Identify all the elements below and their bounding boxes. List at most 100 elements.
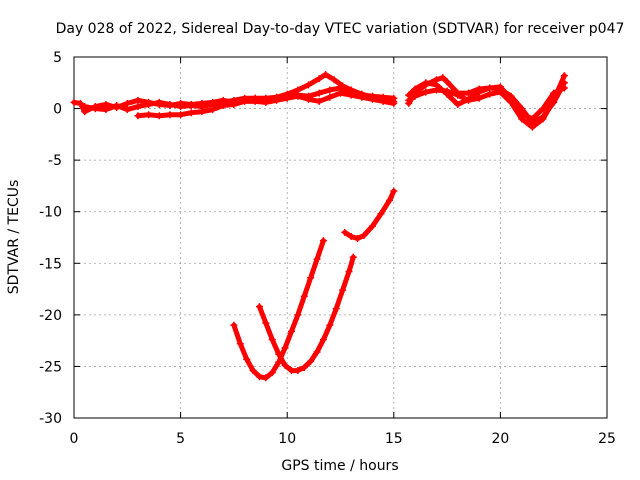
data-point bbox=[322, 71, 330, 79]
x-tick-label: 5 bbox=[176, 431, 185, 447]
data-point bbox=[177, 111, 185, 119]
data-point bbox=[134, 96, 142, 104]
y-tick-label: -15 bbox=[39, 256, 62, 272]
y-tick-label: 5 bbox=[53, 50, 62, 66]
data-point bbox=[166, 111, 174, 119]
data-point bbox=[300, 363, 308, 371]
data-point bbox=[198, 108, 206, 116]
data-point bbox=[386, 196, 394, 204]
y-tick-label: -10 bbox=[39, 205, 62, 221]
data-point bbox=[313, 255, 321, 263]
x-tick-label: 0 bbox=[70, 431, 79, 447]
data-point bbox=[330, 76, 338, 84]
data-point bbox=[251, 97, 259, 105]
data-point bbox=[255, 303, 263, 311]
data-point bbox=[262, 319, 270, 327]
data-point bbox=[315, 89, 323, 97]
data-point bbox=[390, 187, 398, 195]
data-point bbox=[443, 78, 451, 86]
data-point bbox=[539, 115, 547, 123]
data-point bbox=[326, 321, 334, 329]
data-point bbox=[475, 94, 483, 102]
data-point bbox=[454, 91, 462, 99]
data-point bbox=[102, 106, 110, 114]
series-trace bbox=[257, 254, 356, 374]
data-point bbox=[341, 228, 349, 236]
series-dip-2 bbox=[255, 253, 357, 375]
data-series bbox=[70, 71, 568, 382]
x-tick-label: 10 bbox=[278, 431, 296, 447]
data-point bbox=[486, 84, 494, 92]
y-tick-labels: 5 0 -5 -10 -15 -20 -25 -30 bbox=[39, 50, 62, 427]
data-point bbox=[496, 83, 504, 91]
data-point bbox=[347, 232, 355, 240]
data-point bbox=[81, 103, 89, 111]
data-point bbox=[236, 340, 244, 348]
data-point bbox=[249, 367, 257, 375]
data-point bbox=[337, 89, 344, 97]
data-point bbox=[550, 89, 558, 97]
plot-frame bbox=[73, 56, 608, 419]
data-point bbox=[528, 123, 536, 131]
data-point bbox=[411, 92, 419, 100]
data-point bbox=[377, 210, 385, 218]
data-point bbox=[268, 369, 276, 377]
chart-title: Day 028 of 2022, Sidereal Day-to-day VTE… bbox=[56, 21, 625, 37]
data-point bbox=[326, 93, 334, 101]
data-point bbox=[134, 103, 142, 111]
data-point bbox=[305, 95, 313, 103]
data-point bbox=[300, 292, 308, 300]
data-point bbox=[475, 88, 483, 96]
data-point bbox=[390, 99, 398, 107]
axis-ticks bbox=[73, 56, 608, 419]
data-point bbox=[319, 237, 327, 245]
series-dip-1 bbox=[230, 237, 327, 382]
series-trace bbox=[342, 188, 397, 241]
x-tick-labels: 0 5 10 15 20 25 bbox=[70, 431, 616, 447]
data-point bbox=[230, 321, 238, 329]
data-point bbox=[241, 97, 249, 105]
data-point bbox=[155, 112, 163, 120]
y-tick-label: 0 bbox=[53, 102, 62, 118]
data-point bbox=[305, 81, 313, 89]
data-point bbox=[307, 357, 315, 365]
data-point bbox=[518, 110, 526, 118]
y-tick-label: -5 bbox=[48, 153, 62, 169]
data-point bbox=[439, 74, 447, 82]
data-point bbox=[262, 98, 270, 106]
series-trace bbox=[82, 85, 397, 113]
data-point bbox=[123, 106, 131, 114]
data-point bbox=[283, 94, 291, 102]
data-point bbox=[422, 79, 430, 87]
data-point bbox=[345, 268, 353, 276]
data-point bbox=[560, 72, 568, 80]
data-point bbox=[315, 75, 323, 83]
data-point bbox=[262, 374, 270, 382]
data-point bbox=[294, 367, 302, 375]
series-near-zero-3 bbox=[134, 89, 398, 120]
data-point bbox=[187, 109, 195, 117]
data-point bbox=[76, 99, 84, 107]
data-point bbox=[368, 222, 376, 230]
data-point bbox=[358, 93, 366, 101]
data-point bbox=[422, 88, 430, 96]
gridlines bbox=[74, 57, 607, 418]
data-point bbox=[209, 106, 217, 114]
data-point bbox=[507, 95, 515, 103]
data-point bbox=[319, 336, 327, 344]
y-tick-label: -20 bbox=[39, 308, 62, 324]
data-point bbox=[145, 100, 153, 108]
series-afternoon-3 bbox=[405, 79, 568, 123]
data-point bbox=[145, 111, 153, 119]
data-point bbox=[432, 81, 440, 89]
data-point bbox=[307, 274, 315, 282]
data-point bbox=[113, 101, 121, 109]
x-tick-label: 25 bbox=[598, 431, 616, 447]
data-point bbox=[243, 355, 251, 363]
data-point bbox=[287, 367, 295, 375]
y-tick-label: -25 bbox=[39, 359, 62, 375]
data-point bbox=[354, 235, 362, 243]
data-point bbox=[281, 344, 289, 352]
data-point bbox=[379, 97, 387, 105]
